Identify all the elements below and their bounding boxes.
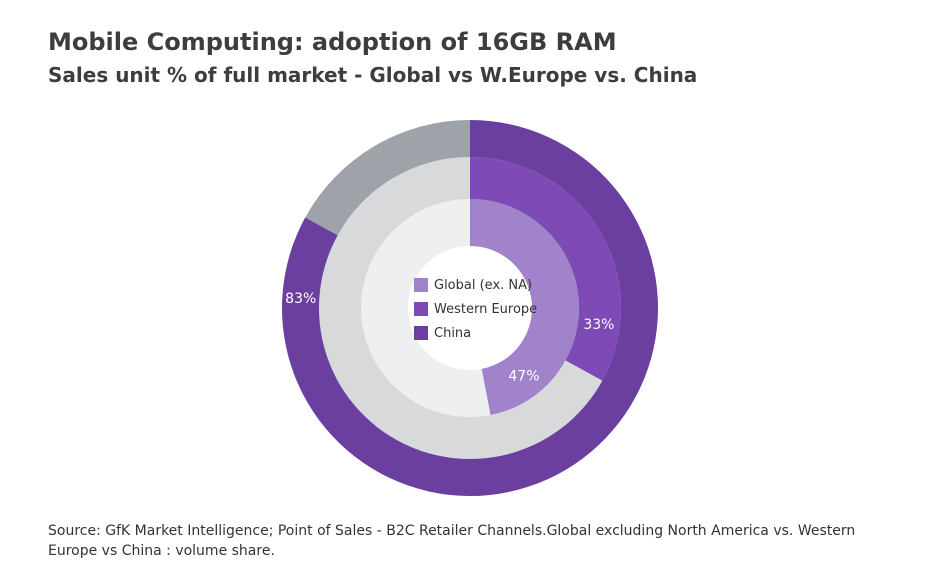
data-label-global: 47% [508, 369, 539, 385]
legend-swatch-western-europe [414, 302, 428, 316]
donut-value-labels: 47% 33% 83% [285, 291, 614, 385]
legend-item-china: China [414, 321, 537, 345]
chart-subtitle: Sales unit % of full market - Global vs … [48, 63, 698, 87]
legend-swatch-global [414, 278, 428, 292]
data-label-western-europe: 33% [583, 317, 614, 333]
donut-rings [282, 120, 658, 496]
chart-legend: Global (ex. NA) Western Europe China [414, 273, 537, 345]
legend-label-global: Global (ex. NA) [434, 277, 533, 293]
donut-segment-western-europe [470, 157, 622, 381]
chart-title: Mobile Computing: adoption of 16GB RAM [48, 28, 617, 56]
source-note: Source: GfK Market Intelligence; Point o… [48, 523, 856, 559]
legend-item-western-europe: Western Europe [414, 297, 537, 321]
legend-swatch-china [414, 326, 428, 340]
legend-item-global: Global (ex. NA) [414, 273, 537, 297]
donut-remainder-global [360, 199, 491, 417]
legend-label-china: China [434, 325, 472, 341]
donut-segment-global [470, 199, 579, 416]
legend-label-western-europe: Western Europe [434, 301, 538, 317]
data-label-china: 83% [285, 291, 316, 307]
donut-remainder-china [305, 120, 470, 236]
donut-remainder-western-europe [319, 157, 603, 459]
